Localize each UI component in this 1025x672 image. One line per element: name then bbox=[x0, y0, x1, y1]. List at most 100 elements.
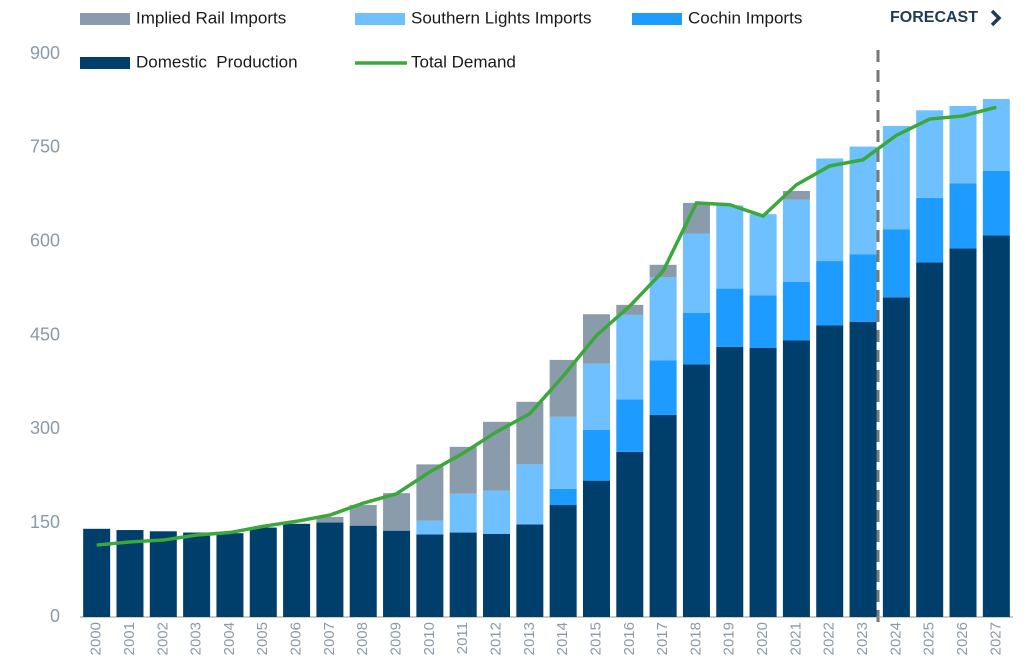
bar-segment bbox=[682, 312, 710, 365]
bar-segment bbox=[882, 297, 910, 617]
forecast-chevron bbox=[990, 9, 1002, 27]
x-tick-label: 2010 bbox=[421, 622, 438, 655]
bar-segment bbox=[816, 261, 844, 326]
x-tick-label: 2008 bbox=[354, 622, 371, 655]
bar-segment bbox=[849, 146, 877, 255]
bar-segment bbox=[616, 314, 644, 400]
x-tick-label: 2012 bbox=[487, 622, 504, 655]
x-tick-label: 2024 bbox=[887, 622, 904, 655]
bar-segment bbox=[316, 522, 344, 617]
x-tick-label: 2026 bbox=[954, 622, 971, 655]
bar-segment bbox=[416, 534, 444, 617]
bar-segment bbox=[449, 493, 477, 533]
x-tick-label: 2017 bbox=[654, 622, 671, 655]
bar-segment bbox=[649, 414, 677, 617]
x-tick-label: 2018 bbox=[687, 622, 704, 655]
bar-segment bbox=[849, 254, 877, 322]
x-tick-label: 2006 bbox=[288, 622, 305, 655]
bar-segment bbox=[816, 325, 844, 617]
x-tick-label: 2023 bbox=[854, 622, 871, 655]
legend-label: Total Demand bbox=[411, 52, 516, 71]
bar-segment bbox=[882, 229, 910, 298]
x-tick-label: 2005 bbox=[254, 622, 271, 655]
bar-segment bbox=[383, 530, 411, 617]
bar-segment bbox=[749, 214, 777, 296]
legend-swatch bbox=[80, 13, 130, 25]
bar-segment bbox=[782, 199, 810, 282]
bar-segment bbox=[383, 493, 411, 531]
y-tick-label: 900 bbox=[30, 43, 60, 63]
x-tick-label: 2016 bbox=[621, 622, 638, 655]
x-tick-label: 2025 bbox=[921, 622, 938, 655]
x-tick-label: 2019 bbox=[721, 622, 738, 655]
bar-segment bbox=[949, 248, 977, 617]
bar-segment bbox=[716, 205, 744, 289]
y-tick-label: 0 bbox=[50, 606, 60, 626]
x-tick-label: 2013 bbox=[521, 622, 538, 655]
x-tick-label: 2014 bbox=[554, 622, 571, 655]
x-tick-label: 2015 bbox=[587, 622, 604, 655]
bar-segment bbox=[349, 505, 377, 526]
bar-segment bbox=[549, 505, 577, 617]
bar-segment bbox=[416, 520, 444, 535]
x-tick-label: 2001 bbox=[121, 622, 138, 655]
bar-segment bbox=[916, 197, 944, 263]
bar-segment bbox=[549, 416, 577, 489]
bar-segment bbox=[516, 464, 544, 525]
bar-segment bbox=[616, 304, 644, 315]
x-tick-label: 2007 bbox=[321, 622, 338, 655]
forecast-label: FORECAST bbox=[890, 9, 978, 26]
y-tick-label: 150 bbox=[30, 512, 60, 532]
bar-segment bbox=[216, 533, 244, 617]
legend-swatch bbox=[80, 57, 130, 69]
x-tick-label: 2004 bbox=[221, 622, 238, 655]
bar-segment bbox=[149, 531, 177, 617]
bar-segment bbox=[616, 399, 644, 452]
x-tick-label: 2000 bbox=[88, 622, 105, 655]
bar-segment bbox=[616, 451, 644, 617]
bar-segment bbox=[349, 525, 377, 617]
bar-segment bbox=[316, 516, 344, 523]
bar-segment bbox=[749, 348, 777, 617]
bar-segment bbox=[116, 530, 144, 617]
bar-segment bbox=[582, 480, 610, 617]
bar-segment bbox=[549, 488, 577, 506]
bar-segment bbox=[782, 340, 810, 617]
bar-segment bbox=[582, 363, 610, 430]
x-tick-label: 2009 bbox=[388, 622, 405, 655]
bar-segment bbox=[649, 277, 677, 361]
bar-segment bbox=[782, 281, 810, 341]
x-tick-label: 2022 bbox=[821, 622, 838, 655]
bar-segment bbox=[682, 202, 710, 234]
legend-swatch bbox=[355, 13, 405, 25]
bar-segment bbox=[83, 528, 111, 617]
bar-segment bbox=[916, 262, 944, 617]
bar-segment bbox=[582, 429, 610, 481]
y-tick-label: 450 bbox=[30, 324, 60, 344]
bar-segment bbox=[449, 532, 477, 617]
bar-segment bbox=[949, 183, 977, 249]
bar-segment bbox=[183, 532, 211, 617]
bar-segment bbox=[849, 321, 877, 617]
bar-segment bbox=[283, 523, 311, 617]
y-tick-label: 300 bbox=[30, 418, 60, 438]
legend-label: Southern Lights Imports bbox=[411, 8, 591, 27]
bar-segment bbox=[516, 524, 544, 617]
bar-segment bbox=[249, 527, 277, 617]
bar-segment bbox=[982, 170, 1010, 236]
x-tick-label: 2003 bbox=[188, 622, 205, 655]
legend-swatch bbox=[632, 13, 682, 25]
x-tick-label: 2011 bbox=[454, 622, 471, 654]
x-tick-label: 2020 bbox=[754, 622, 771, 655]
bar-segment bbox=[716, 346, 744, 617]
bar-segment bbox=[582, 314, 610, 364]
bar-segment bbox=[682, 364, 710, 617]
legend-label: Cochin Imports bbox=[688, 8, 802, 27]
x-tick-label: 2027 bbox=[987, 622, 1004, 655]
bar-segment bbox=[649, 360, 677, 415]
x-tick-label: 2002 bbox=[154, 622, 171, 655]
demand-line bbox=[96, 105, 997, 547]
bar-segment bbox=[982, 235, 1010, 617]
bar-segment bbox=[949, 105, 977, 184]
